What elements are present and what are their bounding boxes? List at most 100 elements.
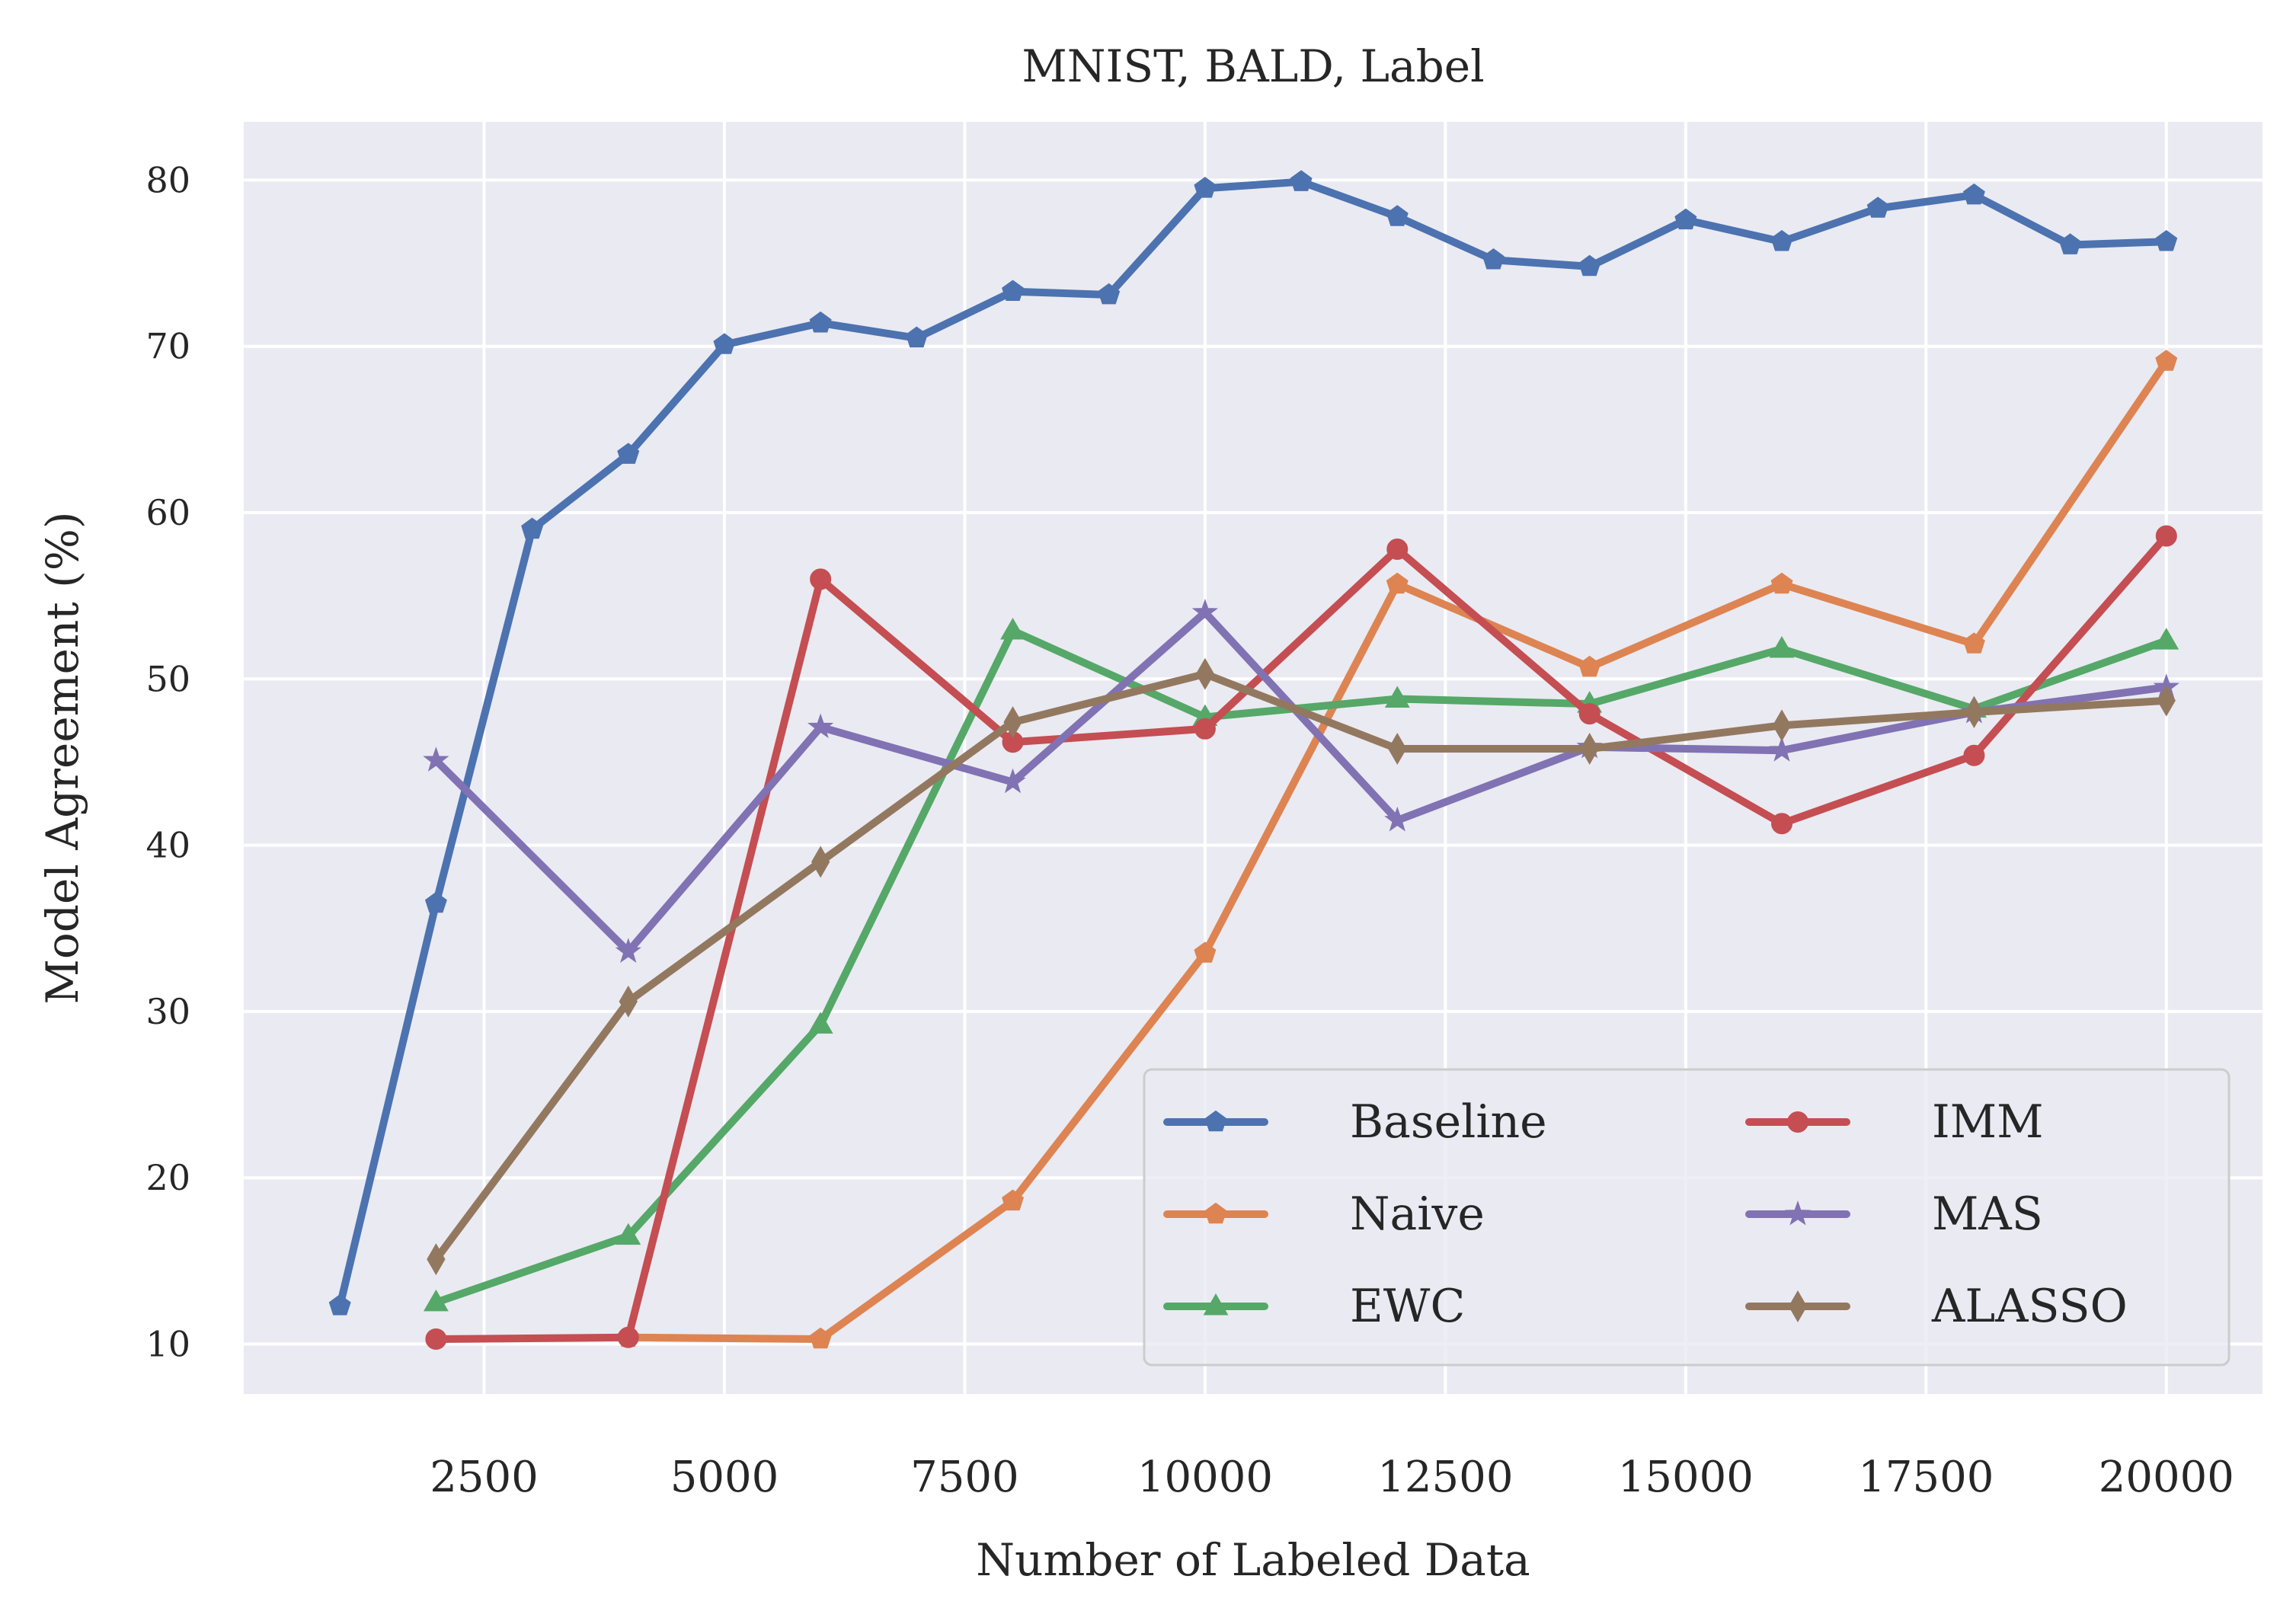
data-point-baseline xyxy=(1578,254,1601,277)
x-tick-label: 7500 xyxy=(910,1453,1019,1502)
series-baseline xyxy=(328,170,2178,1316)
data-point-baseline xyxy=(1194,177,1217,198)
x-tick-label: 17500 xyxy=(1858,1453,1994,1502)
data-point-baseline xyxy=(424,891,447,913)
chart-title: MNIST, BALD, Label xyxy=(1022,40,1484,92)
legend-label-baseline: Baseline xyxy=(1350,1095,1547,1149)
x-tick-label: 2500 xyxy=(430,1453,539,1502)
data-point-mas xyxy=(1768,737,1796,762)
data-point-alasso xyxy=(1580,732,1599,765)
data-point-imm xyxy=(425,1328,447,1350)
legend-entry-mas: MAS xyxy=(1745,1188,2043,1241)
data-point-alasso xyxy=(1195,657,1215,690)
data-point-mas xyxy=(1384,806,1411,832)
legend-label-alasso: ALASSO xyxy=(1931,1280,2128,1333)
data-point-alasso xyxy=(1003,706,1022,739)
y-tick-label: 60 xyxy=(145,492,190,533)
y-tick-label: 30 xyxy=(145,991,190,1032)
y-tick-label: 10 xyxy=(145,1324,190,1365)
data-point-alasso xyxy=(427,1243,446,1276)
data-point-baseline xyxy=(521,517,544,539)
y-axis-label: Model Agreement (%) xyxy=(37,512,88,1005)
data-point-baseline xyxy=(1482,248,1505,270)
data-point-naive xyxy=(2155,350,2178,371)
data-point-alasso xyxy=(1965,695,1984,728)
data-point-alasso xyxy=(2157,684,2176,717)
y-tick-label: 70 xyxy=(145,326,190,367)
legend-entry-alasso: ALASSO xyxy=(1745,1280,2128,1333)
data-point-baseline xyxy=(713,333,736,354)
data-point-imm xyxy=(617,1326,639,1348)
data-point-naive xyxy=(1962,632,1985,654)
data-point-baseline xyxy=(617,443,640,464)
data-point-naive xyxy=(809,1327,832,1349)
data-point-imm xyxy=(810,568,832,590)
legend-marker-imm xyxy=(1787,1111,1808,1133)
data-point-ewc xyxy=(423,1289,449,1312)
legend-marker-baseline xyxy=(1204,1110,1227,1132)
data-point-mas xyxy=(615,938,641,963)
y-tick-label: 50 xyxy=(145,658,190,699)
data-point-naive xyxy=(1578,655,1601,677)
legend-marker-mas xyxy=(1784,1200,1812,1226)
data-point-baseline xyxy=(1866,197,1889,218)
data-point-baseline xyxy=(2155,229,2178,251)
data-point-alasso xyxy=(811,846,830,878)
legend-marker-naive xyxy=(1204,1202,1227,1224)
legend-label-mas: MAS xyxy=(1932,1188,2043,1241)
data-point-baseline xyxy=(1674,208,1697,230)
data-point-baseline xyxy=(1386,205,1409,226)
data-point-ewc xyxy=(1384,686,1410,708)
series-line-mas xyxy=(432,609,2170,956)
series-line-imm xyxy=(432,532,2170,1343)
legend-entry-imm: IMM xyxy=(1745,1095,2044,1149)
data-point-naive xyxy=(1770,572,1793,594)
legend-entry-ewc: EWC xyxy=(1163,1280,1465,1333)
x-tick-label: 12500 xyxy=(1377,1453,1513,1502)
y-tick-label: 20 xyxy=(145,1157,190,1198)
data-point-ewc xyxy=(1769,636,1795,658)
data-point-imm xyxy=(1386,539,1409,561)
legend-frame xyxy=(1143,1068,2230,1367)
legend-marker-ewc xyxy=(1203,1293,1229,1316)
data-point-mas xyxy=(999,768,1026,794)
data-point-baseline xyxy=(328,1294,351,1316)
data-point-baseline xyxy=(2059,233,2082,254)
legend-label-imm: IMM xyxy=(1932,1095,2044,1149)
data-point-baseline xyxy=(1770,229,1793,251)
series-alasso xyxy=(427,657,2176,1276)
x-tick-label: 20000 xyxy=(2099,1453,2234,1502)
data-point-alasso xyxy=(1772,709,1792,742)
series-line-baseline xyxy=(336,177,2170,1310)
data-point-alasso xyxy=(1388,732,1407,765)
tick-labels: 10 20 30 40 50 60 70 80 2500 5000 7500 10000 12500 15… xyxy=(145,159,2234,1502)
data-point-imm xyxy=(1194,718,1216,740)
data-point-baseline xyxy=(809,311,832,333)
legend-label-ewc: EWC xyxy=(1350,1280,1465,1333)
data-point-alasso xyxy=(619,985,638,1018)
series-imm xyxy=(425,525,2177,1350)
data-point-baseline xyxy=(1290,170,1313,191)
series-naive xyxy=(617,350,2178,1349)
legend-entry-baseline: Baseline xyxy=(1163,1095,1547,1149)
x-tick-label: 10000 xyxy=(1137,1453,1273,1502)
data-point-mas xyxy=(807,713,834,739)
legend-label-naive: Naive xyxy=(1350,1188,1485,1241)
data-point-baseline xyxy=(1002,280,1024,301)
x-axis-label: Number of Labeled Data xyxy=(976,1534,1530,1586)
y-tick-label: 40 xyxy=(145,825,190,866)
data-point-ewc xyxy=(616,1223,641,1245)
data-point-imm xyxy=(1963,744,1985,766)
data-point-baseline xyxy=(905,326,928,348)
legend: Baseline Naive EWC IMM MAS ALASSO xyxy=(1143,1068,2230,1367)
data-point-naive xyxy=(1194,941,1217,963)
data-point-ewc xyxy=(1000,617,1025,640)
x-tick-label: 15000 xyxy=(1618,1453,1754,1502)
data-point-imm xyxy=(2155,525,2177,547)
x-tick-label: 5000 xyxy=(670,1453,779,1502)
series-line-alasso xyxy=(432,670,2170,1264)
data-point-imm xyxy=(1578,703,1600,725)
data-point-baseline xyxy=(1962,183,1985,205)
data-point-naive xyxy=(1386,572,1409,594)
